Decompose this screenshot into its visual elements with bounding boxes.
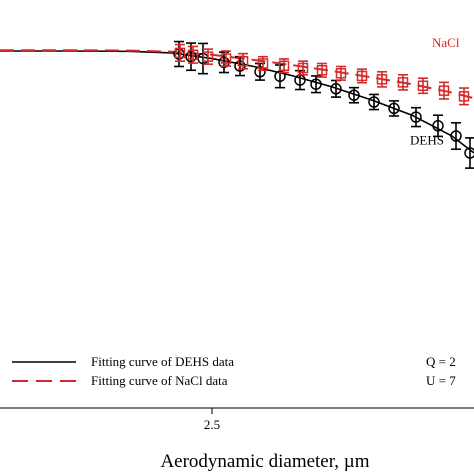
x-tick-label: 2.5 xyxy=(204,417,220,432)
marker-circle xyxy=(310,78,322,90)
series-label-nacl: NaCl xyxy=(432,35,460,50)
marker-circle xyxy=(254,66,266,78)
dehs-point xyxy=(410,106,422,128)
dehs-point xyxy=(450,121,462,151)
axes: 2.5 xyxy=(0,407,474,432)
annotations: NaCl DEHS xyxy=(410,35,460,147)
nacl-point xyxy=(376,70,388,88)
nacl-point xyxy=(335,65,347,81)
marker-circle xyxy=(185,50,197,63)
marker-square xyxy=(335,68,347,79)
marker-square xyxy=(297,62,309,74)
marker-circle xyxy=(348,89,360,101)
marker-square xyxy=(438,85,450,96)
dehs-point xyxy=(254,62,266,81)
nacl-point xyxy=(237,52,249,70)
dehs-point xyxy=(310,75,322,94)
marker-square xyxy=(257,58,269,69)
nacl-point xyxy=(397,74,409,91)
marker-circle xyxy=(464,147,474,159)
nacl-point xyxy=(220,50,232,67)
dehs-point xyxy=(388,100,400,117)
marker-square xyxy=(397,77,409,88)
marker-square xyxy=(278,60,290,71)
nacl-point xyxy=(458,87,470,106)
condition-text-line: U = 7 xyxy=(426,373,456,388)
condition-text-line: Q = 2 xyxy=(426,354,456,369)
marker-square xyxy=(356,70,368,82)
marker-circle xyxy=(432,120,444,132)
dehs-point xyxy=(464,137,474,169)
fit-line-dehs xyxy=(0,50,474,154)
marker-square xyxy=(202,51,214,62)
marker-circle xyxy=(450,130,462,142)
nacl-point xyxy=(316,62,328,78)
marker-square xyxy=(316,65,328,76)
x-axis-label: Aerodynamic diameter, µm xyxy=(160,451,369,472)
legend-label: Fitting curve of DEHS data xyxy=(91,354,234,369)
data-points xyxy=(173,40,474,169)
nacl-point xyxy=(257,55,269,72)
nacl-point xyxy=(174,43,186,63)
nacl-point xyxy=(438,81,450,100)
dehs-point xyxy=(432,114,444,138)
marker-circle xyxy=(368,96,380,108)
legend: Fitting curve of DEHS data Fitting curve … xyxy=(12,354,234,388)
marker-square xyxy=(376,74,388,85)
nacl-point xyxy=(187,45,199,64)
dehs-point xyxy=(368,93,380,111)
marker-square xyxy=(174,47,186,59)
nacl-point xyxy=(278,58,290,74)
condition-text: Q = 2 U = 7 xyxy=(426,354,456,388)
nacl-point xyxy=(202,48,214,66)
nacl-point xyxy=(297,60,309,76)
dehs-point xyxy=(348,86,360,104)
marker-circle xyxy=(388,102,400,115)
series-label-dehs: DEHS xyxy=(410,133,444,148)
marker-circle xyxy=(274,70,286,83)
marker-circle xyxy=(330,83,342,95)
marker-square xyxy=(237,55,249,67)
legend-label: Fitting curve of NaCl data xyxy=(91,373,228,388)
fit-lines xyxy=(0,49,474,154)
marker-square xyxy=(417,80,429,92)
marker-square xyxy=(187,49,199,61)
dehs-point xyxy=(185,42,197,72)
nacl-point xyxy=(356,68,368,84)
marker-square xyxy=(458,91,470,102)
marker-circle xyxy=(410,111,422,123)
nacl-point xyxy=(417,77,429,95)
marker-square xyxy=(220,53,232,64)
